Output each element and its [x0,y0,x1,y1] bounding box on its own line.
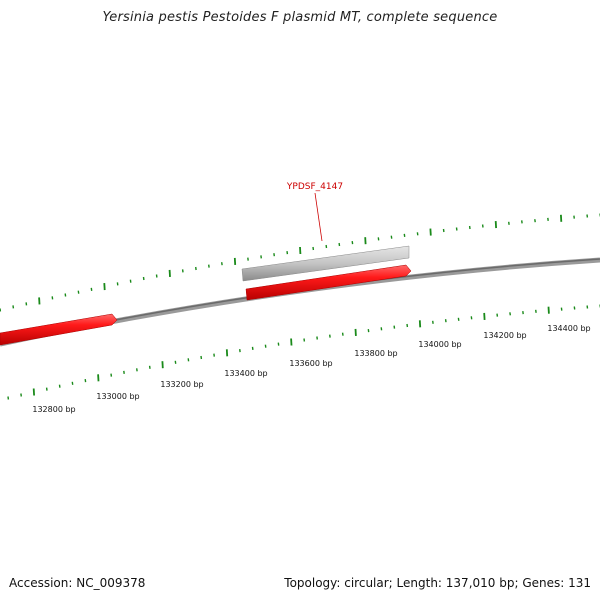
inner-tick-ring [7,304,600,400]
map-title: Yersinia pestis Pestoides F plasmid MT, … [102,10,498,25]
scale-label: 134200 bp [483,331,526,340]
scale-label: 133000 bp [96,392,139,401]
gene-arrow-left[interactable] [0,313,118,346]
scale-label: 133600 bp [289,359,332,368]
gene-callout-label[interactable]: YPDSF_4147 [286,182,343,192]
gene-highlight-bar[interactable] [241,245,410,282]
scale-label: 132800 bp [32,405,75,414]
scale-labels: 132800 bp 133000 bp 133200 bp 133400 bp … [32,324,590,414]
outer-tick-ring [0,213,600,312]
gene-arrow-ypdsf-4147[interactable] [245,264,412,301]
scale-label: 133200 bp [160,380,203,389]
gene-callout-line [314,192,323,242]
scale-label: 133800 bp [354,349,397,358]
topology-summary: Topology: circular; Length: 137,010 bp; … [284,576,591,590]
accession-label: Accession: NC_009378 [9,576,146,590]
scale-label: 133400 bp [224,369,267,378]
scale-label: 134000 bp [418,340,461,349]
scale-label: 134400 bp [547,324,590,333]
